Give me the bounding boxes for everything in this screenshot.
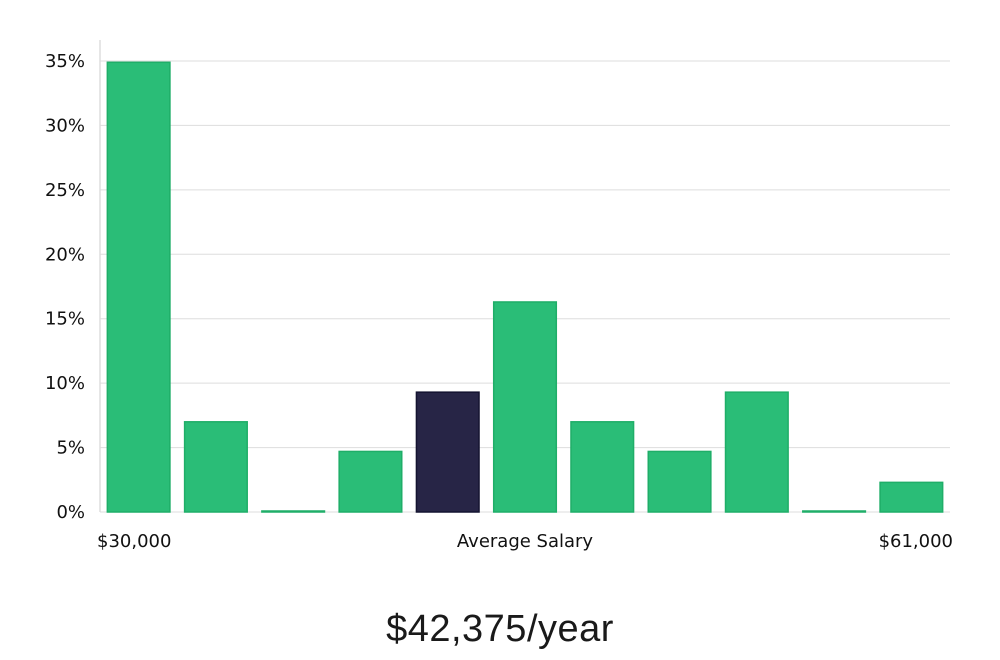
y-tick-label: 20% — [45, 244, 85, 265]
y-tick-label: 15% — [45, 309, 85, 330]
x-axis-min-label: $30,000 — [97, 531, 171, 552]
y-tick-label: 0% — [56, 502, 85, 523]
bars — [106, 61, 944, 513]
y-tick-label: 10% — [45, 373, 85, 394]
bar — [492, 301, 558, 513]
y-tick-label: 35% — [45, 51, 85, 72]
bar — [183, 421, 248, 513]
bar — [647, 450, 712, 513]
bar — [338, 450, 403, 513]
bar — [802, 510, 867, 513]
bar-highlighted — [415, 391, 480, 513]
x-axis-title: Average Salary — [457, 531, 594, 552]
y-tick-label: 5% — [56, 438, 85, 459]
average-salary-value: $42,375/year — [386, 608, 614, 650]
y-tick-label: 25% — [45, 180, 85, 201]
bar — [261, 510, 326, 513]
y-tick-label: 30% — [45, 115, 85, 136]
y-tick-labels: 0% 5% 10% 15% 20% 25% 30% 35% — [45, 51, 85, 523]
bar — [106, 61, 171, 513]
bar — [724, 391, 789, 513]
salary-histogram: 0% 5% 10% 15% 20% 25% 30% 35% $30,000 Average S… — [45, 40, 953, 552]
x-axis-max-label: $61,000 — [879, 531, 953, 552]
bar — [879, 481, 944, 513]
bar — [570, 421, 635, 513]
